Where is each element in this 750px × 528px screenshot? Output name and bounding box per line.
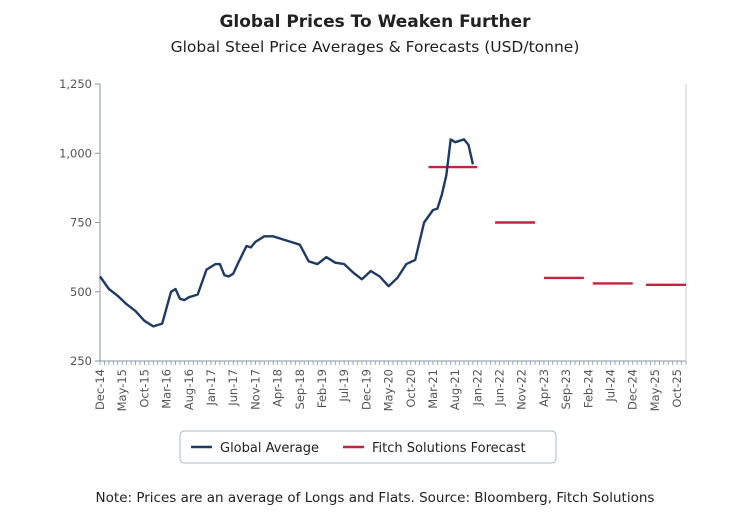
- x-tick-label: Apr-18: [271, 369, 285, 407]
- y-tick-label: 1,000: [59, 146, 92, 160]
- legend-label-forecast: Fitch Solutions Forecast: [372, 441, 526, 456]
- y-axis-ticks: 250 500 750 1,000 1,250: [59, 77, 100, 368]
- x-tick-label: Dec-19: [359, 369, 373, 410]
- y-tick-label: 1,250: [59, 77, 92, 91]
- source-note: Note: Prices are an average of Longs and…: [95, 490, 655, 506]
- x-tick-label: Oct-20: [404, 369, 418, 408]
- x-tick-label: Oct-15: [137, 369, 151, 408]
- x-tick-label: Aug-21: [448, 369, 462, 410]
- x-tick-label: Feb-19: [315, 369, 329, 408]
- chart-axes: [99, 84, 687, 365]
- x-tick-label: Jul-24: [604, 369, 618, 403]
- y-tick-label: 250: [70, 354, 92, 368]
- x-tick-label: Feb-24: [581, 369, 595, 408]
- x-tick-label: Mar-16: [160, 369, 174, 409]
- forecast-series: [428, 165, 686, 287]
- x-tick-label: Oct-25: [670, 369, 684, 408]
- legend-label-global-average: Global Average: [220, 441, 319, 456]
- legend-box: [179, 430, 557, 464]
- x-tick-label: Jul-19: [337, 369, 351, 403]
- x-tick-label: Sep-23: [559, 369, 573, 409]
- x-axis-ticks: Dec-14 May-15 Oct-15 Mar-16 Aug-16 Jan-17 Jun-…: [93, 369, 684, 411]
- x-tick-label: Jan-22: [470, 369, 484, 407]
- x-tick-label: Nov-17: [248, 369, 262, 410]
- x-tick-label: Apr-23: [537, 369, 551, 407]
- global-average-series: [99, 138, 475, 328]
- chart-subtitle: Global Steel Price Averages & Forecasts …: [170, 38, 580, 56]
- x-tick-label: May-25: [648, 369, 662, 411]
- x-tick-label: May-15: [115, 369, 129, 411]
- x-tick-label: Aug-16: [182, 369, 196, 410]
- chart-title: Global Prices To Weaken Further: [219, 12, 531, 32]
- x-tick-label: May-20: [382, 369, 396, 411]
- x-tick-label: Jan-17: [204, 369, 218, 407]
- global-average-line: [99, 138, 475, 328]
- x-tick-label: Jun-22: [493, 369, 507, 407]
- x-tick-label: Sep-18: [293, 369, 307, 409]
- x-tick-label: Nov-22: [515, 369, 529, 410]
- chart-legend: Global Average Fitch Solutions Forecast: [179, 430, 557, 464]
- y-tick-label: 750: [70, 216, 92, 230]
- x-tick-label: Mar-21: [426, 369, 440, 409]
- x-tick-label: Dec-24: [626, 369, 640, 410]
- y-tick-label: 500: [70, 285, 92, 299]
- x-tick-label: Dec-14: [93, 369, 107, 410]
- x-tick-label: Jun-17: [226, 369, 240, 407]
